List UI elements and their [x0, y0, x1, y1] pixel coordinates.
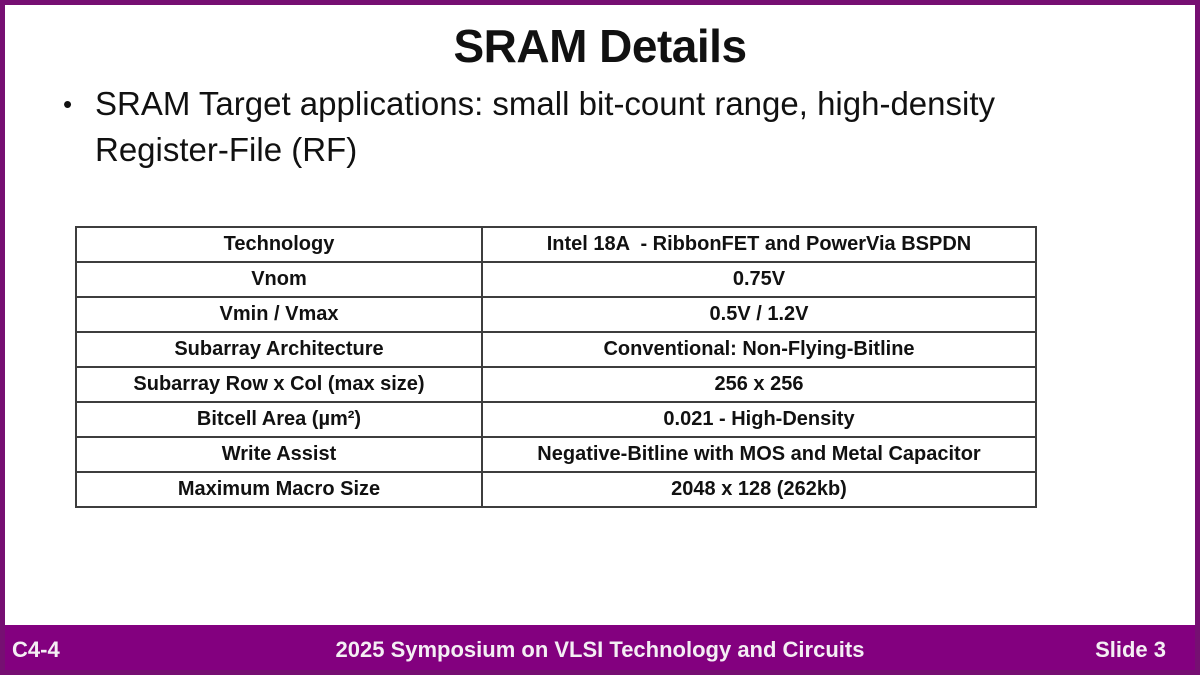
- spec-value: Intel 18A - RibbonFET and PowerVia BSPDN: [481, 226, 1037, 263]
- spec-value: 256 x 256: [481, 366, 1037, 403]
- spec-label: Technology: [75, 226, 483, 263]
- sram-spec-table: Technology Intel 18A - RibbonFET and Pow…: [75, 226, 1037, 508]
- spec-value: 0.75V: [481, 261, 1037, 298]
- spec-value: 2048 x 128 (262kb): [481, 471, 1037, 508]
- footer-slide-number: Slide 3: [1095, 637, 1166, 662]
- table-row: Vmin / Vmax 0.5V / 1.2V: [75, 296, 1037, 333]
- footer-conference-title: 2025 Symposium on VLSI Technology and Ci…: [335, 637, 865, 662]
- table-row: Maximum Macro Size 2048 x 128 (262kb): [75, 471, 1037, 508]
- table-row: Subarray Row x Col (max size) 256 x 256: [75, 366, 1037, 403]
- footer-paper-id: C4-4: [12, 637, 60, 662]
- spec-label: Bitcell Area (µm²): [75, 401, 483, 438]
- spec-label: Write Assist: [75, 436, 483, 473]
- footer-bar: C4-4 2025 Symposium on VLSI Technology a…: [5, 625, 1195, 670]
- spec-value: Conventional: Non-Flying-Bitline: [481, 331, 1037, 368]
- spec-value: 0.5V / 1.2V: [481, 296, 1037, 333]
- spec-label: Subarray Row x Col (max size): [75, 366, 483, 403]
- spec-label: Vmin / Vmax: [75, 296, 483, 333]
- table-row: Technology Intel 18A - RibbonFET and Pow…: [75, 226, 1037, 263]
- spec-value: 0.021 - High-Density: [481, 401, 1037, 438]
- bullet-item: • SRAM Target applications: small bit-co…: [63, 81, 1138, 173]
- spec-value: Negative-Bitline with MOS and Metal Capa…: [481, 436, 1037, 473]
- bullet-icon: •: [63, 89, 73, 119]
- slide-title: SRAM Details: [453, 20, 747, 72]
- spec-label: Vnom: [75, 261, 483, 298]
- table-row: Subarray Architecture Conventional: Non-…: [75, 331, 1037, 368]
- table-row: Bitcell Area (µm²) 0.021 - High-Density: [75, 401, 1037, 438]
- spec-label: Maximum Macro Size: [75, 471, 483, 508]
- spec-label: Subarray Architecture: [75, 331, 483, 368]
- table-row: Vnom 0.75V: [75, 261, 1037, 298]
- table-row: Write Assist Negative-Bitline with MOS a…: [75, 436, 1037, 473]
- bullet-text: SRAM Target applications: small bit-coun…: [95, 85, 996, 168]
